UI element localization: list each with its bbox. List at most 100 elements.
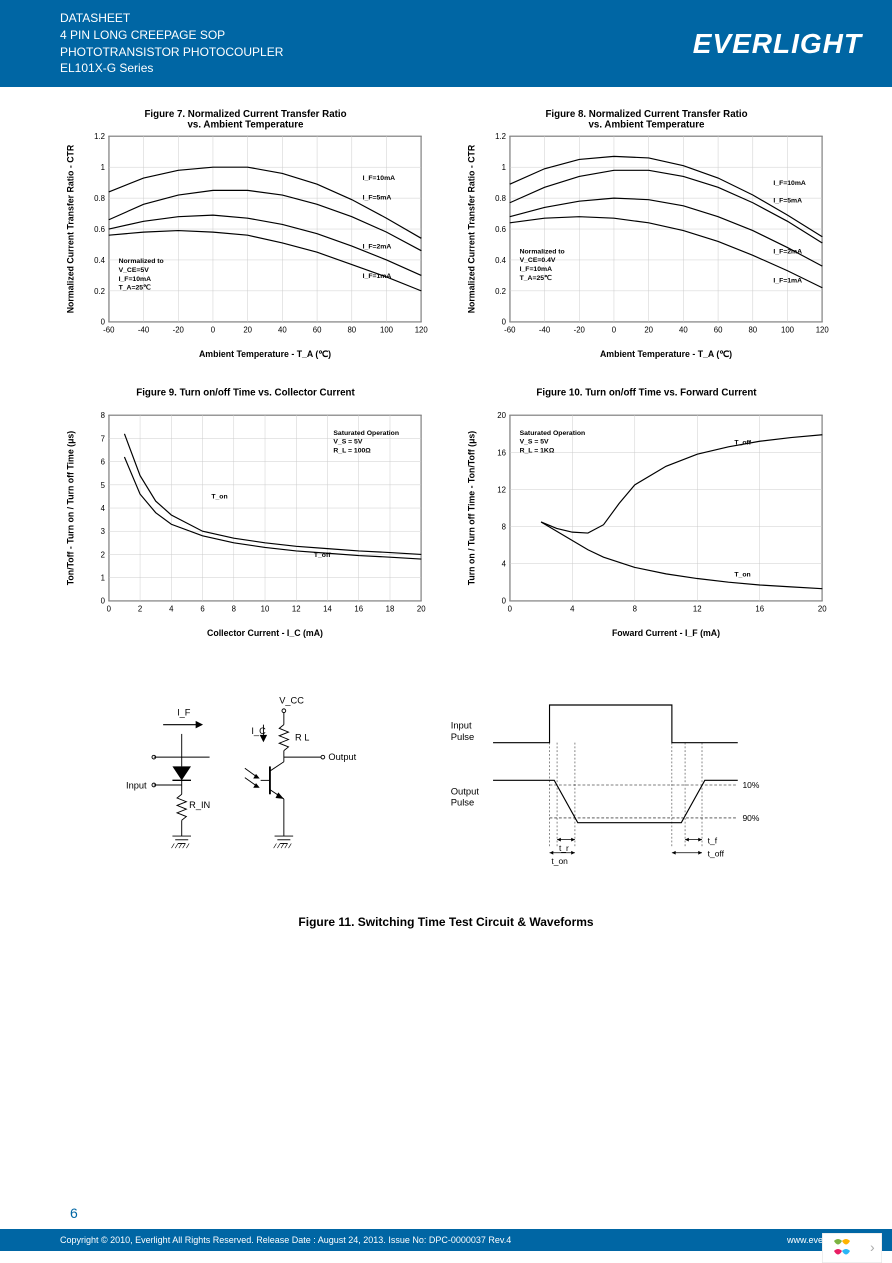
svg-text:-20: -20 xyxy=(173,326,185,335)
svg-text:0: 0 xyxy=(502,597,507,606)
svg-text:20: 20 xyxy=(417,605,426,614)
figure-8: Figure 8. Normalized Current Transfer Ra… xyxy=(461,107,832,366)
svg-text:Normalized Current Transfer Ra: Normalized Current Transfer Ratio - CTR xyxy=(467,144,477,313)
svg-text:12: 12 xyxy=(693,605,702,614)
svg-text:-20: -20 xyxy=(574,326,586,335)
figure-9: Figure 9. Turn on/off Time vs. Collector… xyxy=(60,386,431,645)
svg-text:Collector Current - I_C (mA): Collector Current - I_C (mA) xyxy=(207,628,323,638)
svg-text:Foward Current - I_F (mA): Foward Current - I_F (mA) xyxy=(612,628,720,638)
svg-text:I_F: I_F xyxy=(177,707,191,717)
svg-text:t_f: t_f xyxy=(708,835,718,845)
svg-text:100: 100 xyxy=(380,326,394,335)
svg-text:t_r: t_r xyxy=(559,843,569,853)
svg-text:T_off: T_off xyxy=(314,552,331,559)
svg-text:I_F=1mA: I_F=1mA xyxy=(363,273,392,280)
svg-text:Ambient Temperature - T_A (℃): Ambient Temperature - T_A (℃) xyxy=(199,349,331,359)
svg-text:T_off: T_off xyxy=(734,440,751,447)
svg-text:2: 2 xyxy=(101,550,105,559)
svg-text:I_F=10mA: I_F=10mA xyxy=(363,175,396,182)
svg-text:20: 20 xyxy=(497,411,506,420)
svg-text:Saturated Operation: Saturated Operation xyxy=(520,430,586,437)
figure-10: Figure 10. Turn on/off Time vs. Forward … xyxy=(461,386,832,645)
svg-text:I_F=2mA: I_F=2mA xyxy=(773,249,802,256)
svg-text:90%: 90% xyxy=(742,813,759,823)
svg-text:80: 80 xyxy=(748,326,757,335)
svg-text:60: 60 xyxy=(714,326,723,335)
svg-text:0: 0 xyxy=(101,597,106,606)
svg-text:18: 18 xyxy=(386,605,395,614)
svg-text:0.8: 0.8 xyxy=(495,194,506,203)
footer-copyright: Copyright © 2010, Everlight All Rights R… xyxy=(60,1235,511,1245)
svg-text:20: 20 xyxy=(644,326,653,335)
svg-text:vs. Ambient Temperature: vs. Ambient Temperature xyxy=(188,120,305,131)
svg-text:0.2: 0.2 xyxy=(94,287,105,296)
figure-7: Figure 7. Normalized Current Transfer Ra… xyxy=(60,107,431,366)
svg-text:0.8: 0.8 xyxy=(94,194,105,203)
svg-text:V_S = 5V: V_S = 5V xyxy=(520,439,549,446)
svg-text:Figure 7. Normalized Current T: Figure 7. Normalized Current Transfer Ra… xyxy=(144,109,346,120)
svg-text:80: 80 xyxy=(347,326,356,335)
svg-text:Output: Output xyxy=(328,752,356,762)
svg-text:0: 0 xyxy=(211,326,216,335)
svg-text:V_S = 5V: V_S = 5V xyxy=(333,439,362,446)
svg-text:7: 7 xyxy=(101,434,105,443)
svg-text:Output: Output xyxy=(451,785,480,796)
corner-logo-icon: › xyxy=(822,1233,882,1263)
brand-logo: EVERLIGHT xyxy=(693,28,862,60)
svg-text:8: 8 xyxy=(101,411,105,420)
svg-text:-40: -40 xyxy=(138,326,150,335)
svg-text:R_IN: R_IN xyxy=(189,800,210,810)
svg-text:Normalized Current Transfer Ra: Normalized Current Transfer Ratio - CTR xyxy=(66,144,76,313)
svg-text:60: 60 xyxy=(313,326,322,335)
svg-text:T_A=25℃: T_A=25℃ xyxy=(119,284,151,292)
svg-text:20: 20 xyxy=(243,326,252,335)
page-header: DATASHEET 4 PIN LONG CREEPAGE SOP PHOTOT… xyxy=(0,0,892,87)
svg-text:R L: R L xyxy=(295,732,309,742)
svg-text:0.6: 0.6 xyxy=(94,225,105,234)
svg-text:V_CE=0.4V: V_CE=0.4V xyxy=(520,257,556,264)
svg-text:1.2: 1.2 xyxy=(94,132,105,141)
svg-text:Pulse: Pulse xyxy=(451,731,475,742)
svg-text:0.4: 0.4 xyxy=(94,256,106,265)
svg-text:2: 2 xyxy=(138,605,142,614)
svg-text:8: 8 xyxy=(232,605,236,614)
svg-text:-60: -60 xyxy=(103,326,115,335)
svg-text:0: 0 xyxy=(107,605,112,614)
svg-text:4: 4 xyxy=(101,504,106,513)
svg-text:8: 8 xyxy=(633,605,637,614)
svg-text:I_F=5mA: I_F=5mA xyxy=(363,195,392,202)
svg-text:vs. Ambient Temperature: vs. Ambient Temperature xyxy=(589,120,706,131)
svg-text:40: 40 xyxy=(278,326,287,335)
svg-text:14: 14 xyxy=(323,605,332,614)
svg-text:T_A=25℃: T_A=25℃ xyxy=(520,274,552,282)
svg-text:R_L = 100Ω: R_L = 100Ω xyxy=(333,447,371,454)
svg-text:4: 4 xyxy=(502,560,507,569)
svg-text:Normalized to: Normalized to xyxy=(119,258,164,265)
svg-text:-40: -40 xyxy=(539,326,551,335)
page-footer: Copyright © 2010, Everlight All Rights R… xyxy=(0,1229,892,1251)
svg-text:3: 3 xyxy=(101,527,105,536)
svg-text:6: 6 xyxy=(200,605,204,614)
svg-text:120: 120 xyxy=(415,326,429,335)
svg-text:T_on: T_on xyxy=(211,493,227,500)
svg-text:Figure 10. Turn on/off Time vs: Figure 10. Turn on/off Time vs. Forward … xyxy=(536,388,757,399)
svg-text:Ambient Temperature - T_A (℃): Ambient Temperature - T_A (℃) xyxy=(600,349,732,359)
svg-text:R_L = 1KΩ: R_L = 1KΩ xyxy=(520,447,555,454)
header-line2: 4 PIN LONG CREEPAGE SOP xyxy=(60,27,283,44)
svg-text:5: 5 xyxy=(101,481,106,490)
svg-text:20: 20 xyxy=(818,605,827,614)
svg-text:1: 1 xyxy=(502,163,506,172)
header-line4: EL101X-G Series xyxy=(60,60,283,77)
svg-text:t_off: t_off xyxy=(708,848,725,858)
svg-text:V_CC: V_CC xyxy=(279,695,304,705)
page-content: Figure 7. Normalized Current Transfer Ra… xyxy=(0,87,892,949)
svg-text:0: 0 xyxy=(101,318,106,327)
svg-text:100: 100 xyxy=(781,326,795,335)
svg-text:10%: 10% xyxy=(742,780,759,790)
svg-text:0: 0 xyxy=(502,318,507,327)
svg-text:I_F=10mA: I_F=10mA xyxy=(119,276,152,283)
svg-text:Turn on / Turn off Time - Ton/: Turn on / Turn off Time - Ton/Toff (μs) xyxy=(467,431,477,586)
svg-text:V_CE=5V: V_CE=5V xyxy=(119,267,150,274)
svg-text:I_F=2mA: I_F=2mA xyxy=(363,244,392,251)
svg-text:I_F=10mA: I_F=10mA xyxy=(520,266,553,273)
